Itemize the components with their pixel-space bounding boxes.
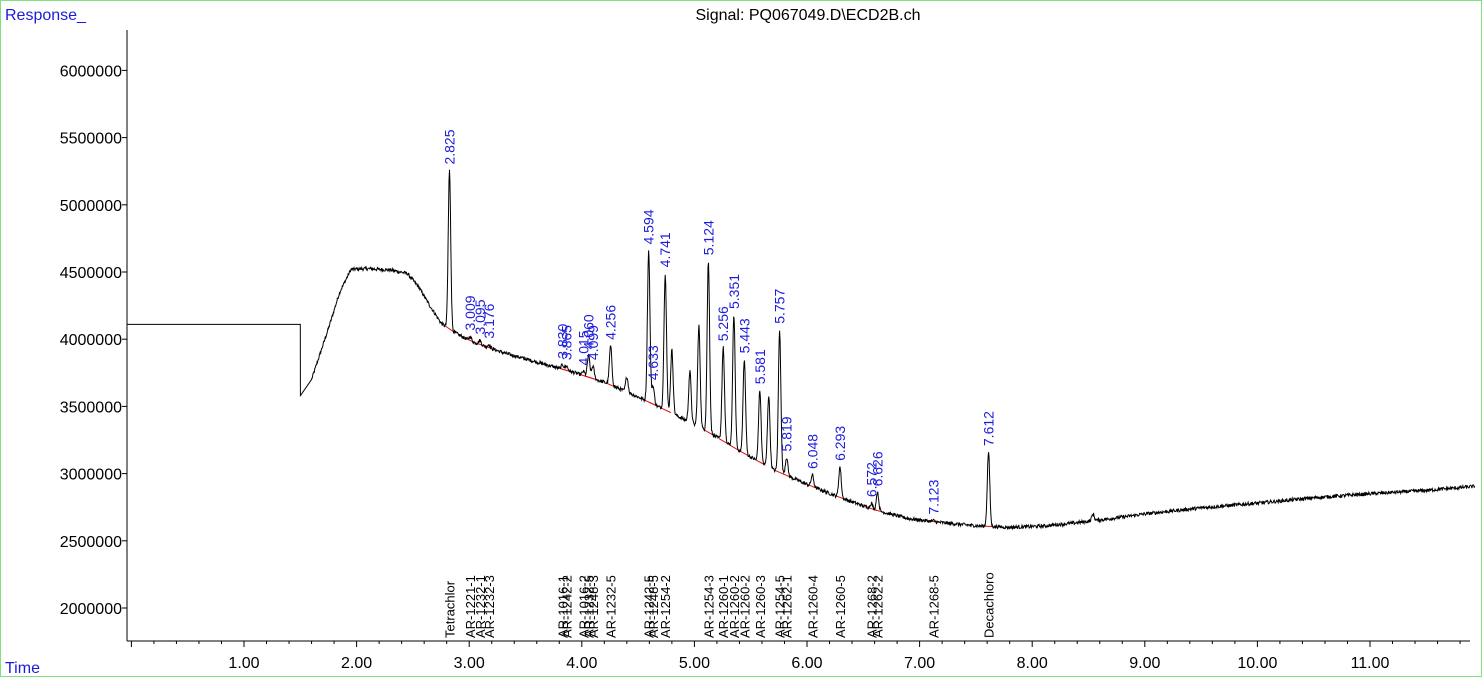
compound-marker-label: AR-1242-2 [560,575,575,638]
compound-marker-label: AR-1232-5 [604,575,619,638]
peak-label: 3.830 [555,323,571,358]
x-tick-label: 4.00 [566,655,597,672]
signal-title: Signal: PQ067049.D\ECD2B.ch [695,7,920,24]
compound-markers: Tetrachlor AR-1221-1AR-1232-1AR-1232-3 AR-… [442,572,996,638]
compound-marker-label: AR-1248-5 [646,575,661,638]
x-tick-label: 10.00 [1237,655,1277,672]
compound-marker-label: AR-1268-2 [864,575,879,638]
compound-marker-label: AR-1232-1 [473,575,488,638]
x-tick-label: 9.00 [1129,655,1160,672]
y-tick-label: 5500000 [60,131,122,148]
x-tick-label: 5.00 [679,655,710,672]
peak-label: 3.176 [481,303,497,338]
x-tick-label: 8.00 [1017,655,1048,672]
peak-label: 7.612 [981,411,997,446]
compound-marker-label: AR-1254-5 [773,575,788,638]
compound-marker-label: AR-1016-1 [556,575,571,638]
compound-marker-label: AR-1262-2 [870,575,885,638]
peak-label: 5.757 [772,289,788,324]
x-tick-label: 6.00 [791,655,822,672]
peak-label: 6.626 [869,451,885,486]
axes-group [126,30,1470,642]
x-tick-label: 11.00 [1351,655,1390,672]
peak-label: 4.099 [585,325,601,360]
peak-label: 3.095 [472,299,488,334]
compound-marker-label: AR-1268-5 [926,575,941,638]
compound-marker-label: AR-1254-3 [701,575,716,638]
peak-label: 4.015 [575,330,591,365]
peak-label: 6.572 [863,462,879,497]
peak-label: 5.256 [715,306,731,341]
compound-marker-label: Tetrachlor [442,580,457,638]
y-tick-label: 4500000 [60,265,122,282]
peak-label: 4.256 [603,305,619,340]
y-axis-ticks: 2000000 2500000 3000000 3500000 4000000 45000… [60,63,127,618]
peak-label: 3.009 [462,295,478,330]
peak-baseline [660,407,672,414]
compound-marker-label: AR-1016-2 [576,575,591,638]
peak-label: 4.741 [657,232,673,267]
signal-trace [127,169,1476,531]
y-tick-label: 2500000 [60,534,122,551]
compound-marker-label: AR-1260-5 [833,575,848,638]
compound-marker-label: AR-1254-2 [658,575,673,638]
compound-marker-label: AR-1221-1 [463,575,478,638]
response-axis-label: Response_ [5,7,87,24]
integration-baselines [444,325,995,528]
peak-label: 4.633 [645,345,661,380]
compound-marker-label: AR-1248-3 [586,575,601,638]
compound-marker-label: AR-1232-3 [482,575,497,638]
peak-label: 5.351 [726,274,742,309]
compound-marker-label: AR-1260-2 [737,575,752,638]
peak-label: 6.293 [832,426,848,461]
x-axis-ticks: 1.00 2.00 3.00 4.00 5.00 6.00 7.00 8.00 9.00 10.0… [130,641,1461,672]
y-tick-label: 4000000 [60,332,122,349]
y-tick-label: 3000000 [60,467,122,484]
compound-marker-label: AR-1260-2 [727,575,742,638]
peak-label: 5.581 [752,349,768,384]
peak-label: 4.060 [581,314,597,349]
peak-label: 2.825 [441,129,457,164]
compound-marker-label: AR-1242-5 [642,575,657,638]
compound-marker-label: AR-1260-4 [805,575,820,638]
compound-marker-label: AR-1260-1 [716,575,731,638]
peak-label: 6.048 [804,434,820,469]
y-tick-label: 5000000 [60,198,122,215]
peak-label: 3.865 [559,325,575,360]
x-tick-label: 1.00 [228,655,259,672]
peak-label: 5.124 [700,220,716,255]
x-tick-label: 3.00 [454,655,485,672]
peak-label: 5.819 [779,416,795,451]
x-tick-label: 7.00 [904,655,935,672]
y-tick-label: 3500000 [60,399,122,416]
compound-marker-label: AR-1262-1 [780,575,795,638]
x-tick-label: 2.00 [341,655,372,672]
y-tick-label: 2000000 [60,601,122,618]
peak-label: 4.594 [641,209,657,244]
peak-label: 5.443 [736,318,752,353]
compound-marker-label: AR-1232-5 [582,575,597,638]
compound-marker-label: Decachloro [982,572,997,638]
compound-marker-label: AR-1260-3 [753,575,768,638]
time-axis-label: Time [5,660,40,677]
peak-label: 7.123 [925,479,941,514]
y-tick-label: 6000000 [60,63,122,80]
